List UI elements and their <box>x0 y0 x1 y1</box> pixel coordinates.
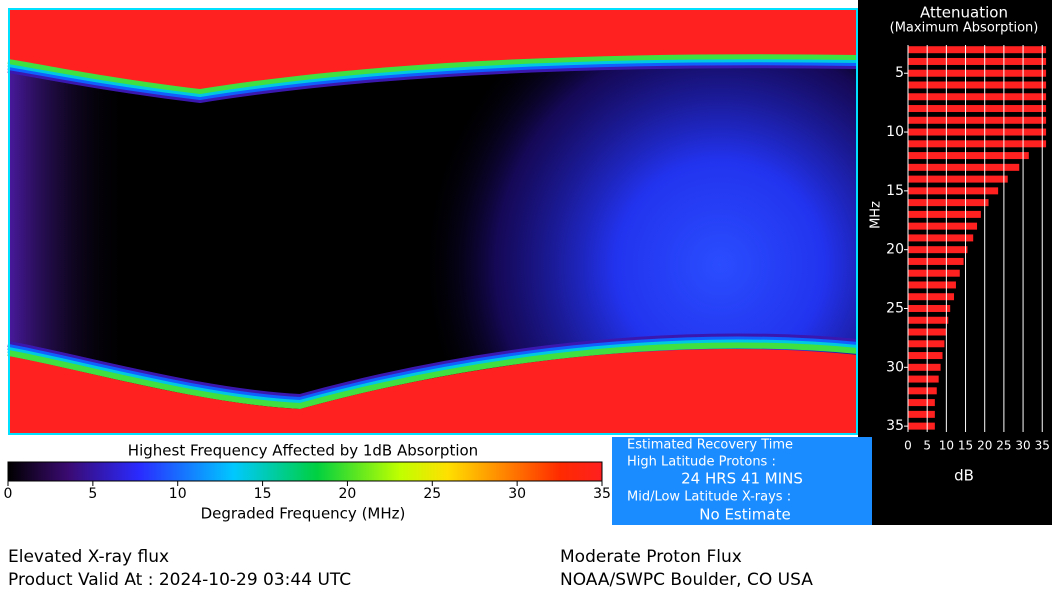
footer-text: NOAA/SWPC Boulder, CO USA <box>560 570 813 590</box>
y-tick-label: 15 <box>886 183 904 199</box>
bar <box>908 293 955 301</box>
colorbar-scale <box>7 461 603 482</box>
bar <box>908 199 989 207</box>
colorbar-tick-label: 20 <box>339 486 357 502</box>
attenuation-chart: Attenuation (Maximum Absorption) MHz dB … <box>869 4 1050 485</box>
bar <box>908 46 1047 54</box>
bar <box>908 269 960 277</box>
x-tick-label: 35 <box>1035 439 1050 453</box>
axis-label: MHz <box>869 201 884 229</box>
x-tick-label: 10 <box>939 439 954 453</box>
recovery-value: No Estimate <box>699 506 790 524</box>
footer: Elevated X-ray flux Product Valid At : 2… <box>8 547 813 590</box>
y-tick-label: 10 <box>886 124 904 140</box>
footer-text: Moderate Proton Flux <box>560 547 742 567</box>
bar <box>908 105 1047 113</box>
bar <box>908 246 968 254</box>
bar <box>908 363 941 371</box>
bar <box>908 116 1047 124</box>
bar <box>908 57 1047 65</box>
recovery-box: Estimated Recovery Time High Latitude Pr… <box>612 437 872 525</box>
chart-title: Attenuation <box>920 4 1008 22</box>
bar <box>908 152 1029 160</box>
bar <box>908 375 939 383</box>
x-tick-label: 15 <box>958 439 973 453</box>
x-tick-label: 30 <box>1015 439 1030 453</box>
colorbar-tick-label: 5 <box>88 486 97 502</box>
colorbar-tick-label: 30 <box>508 486 526 502</box>
recovery-title: Estimated Recovery Time <box>627 438 793 453</box>
bar <box>908 234 974 242</box>
bar <box>908 81 1047 89</box>
map <box>7 8 859 435</box>
colorbar: Highest Frequency Affected by 1dB Absorp… <box>4 442 611 523</box>
bar <box>908 281 956 289</box>
bar <box>908 93 1047 101</box>
bar <box>908 387 937 395</box>
bar <box>908 140 1047 148</box>
bar <box>908 210 981 218</box>
bar <box>908 69 1047 77</box>
bar <box>908 257 964 265</box>
recovery-label: Mid/Low Latitude X-rays : <box>627 490 791 505</box>
y-tick-label: 5 <box>895 65 904 81</box>
y-tick-label: 20 <box>886 242 904 258</box>
y-tick-label: 30 <box>886 359 904 375</box>
bar <box>908 399 935 407</box>
bar <box>908 128 1047 136</box>
bar <box>908 352 943 360</box>
bar <box>908 304 951 312</box>
colorbar-tick-label: 25 <box>423 486 441 502</box>
footer-text: Elevated X-ray flux <box>8 547 169 567</box>
bar <box>908 163 1020 171</box>
bar <box>908 410 935 418</box>
colorbar-tick-label: 10 <box>169 486 187 502</box>
x-tick-label: 5 <box>923 439 931 453</box>
axis-label: dB <box>954 467 974 485</box>
bar <box>908 187 999 195</box>
colorbar-label: Degraded Frequency (MHz) <box>201 505 406 523</box>
recovery-label: High Latitude Protons : <box>627 455 776 470</box>
bar <box>908 222 978 230</box>
x-tick-label: 25 <box>996 439 1011 453</box>
recovery-value: 24 HRS 41 MINS <box>681 470 803 488</box>
bar <box>908 316 949 324</box>
y-tick-label: 25 <box>886 300 904 316</box>
x-tick-label: 0 <box>904 439 912 453</box>
x-tick-label: 20 <box>977 439 992 453</box>
colorbar-tick-label: 0 <box>4 486 13 502</box>
colorbar-title: Highest Frequency Affected by 1dB Absorp… <box>128 442 478 460</box>
y-tick-label: 35 <box>886 418 904 434</box>
colorbar-tick-label: 15 <box>254 486 272 502</box>
bar <box>908 340 945 348</box>
colorbar-tick-label: 35 <box>593 486 611 502</box>
bar <box>908 175 1008 183</box>
bar <box>908 422 935 430</box>
chart-subtitle: (Maximum Absorption) <box>890 21 1039 36</box>
footer-text: Product Valid At : 2024-10-29 03:44 UTC <box>8 570 351 590</box>
